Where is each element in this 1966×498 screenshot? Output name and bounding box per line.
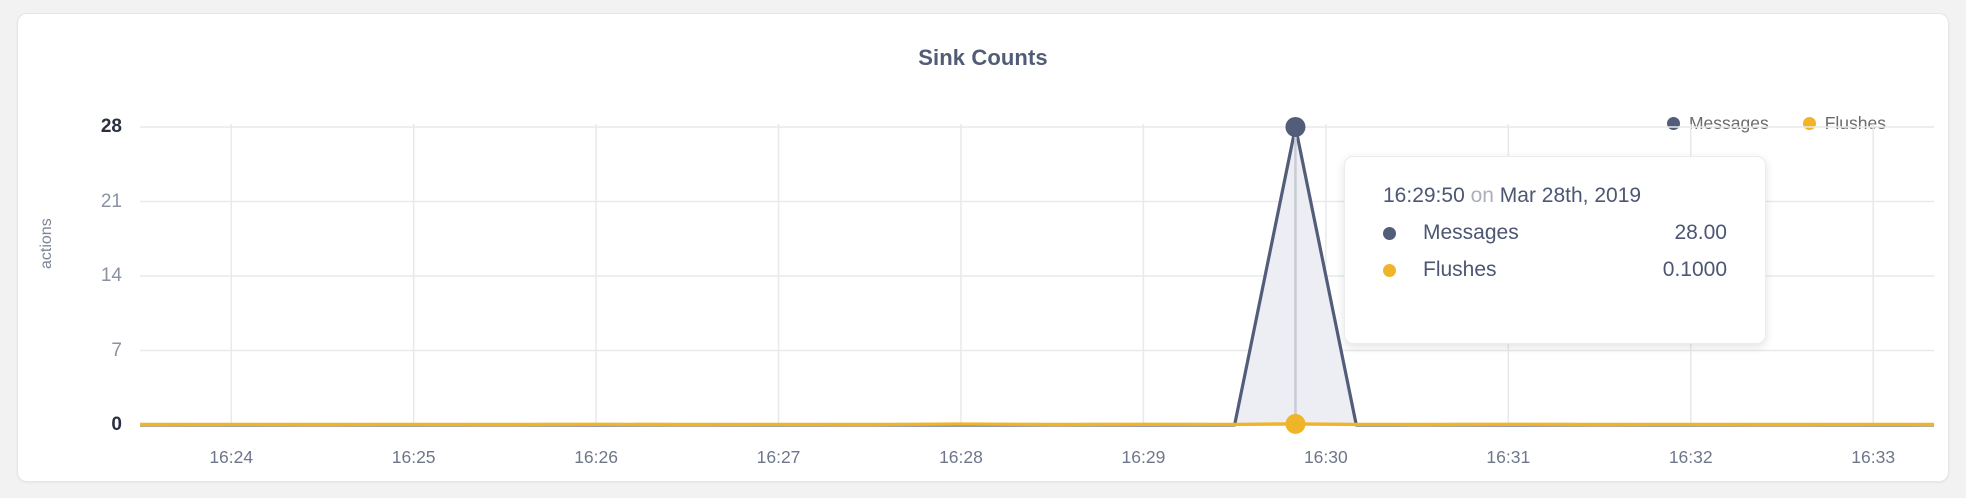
tooltip-row-messages: Messages 28.00 [1383, 221, 1727, 245]
y-axis-tick: 28 [100, 116, 122, 137]
x-axis-tick: 16:25 [391, 447, 436, 467]
x-axis-tick: 16:28 [939, 447, 983, 467]
tooltip-value-messages: 28.00 [1674, 221, 1727, 244]
series-line-flushes [139, 422, 1935, 427]
y-axis-tick: 0 [111, 414, 122, 435]
tooltip-dot-flushes-icon [1383, 263, 1396, 277]
tooltip-row-flushes: Flushes 0.1000 [1383, 258, 1727, 282]
x-axis-tick: 16:27 [756, 447, 801, 467]
tooltip-label-flushes: Flushes [1423, 258, 1497, 281]
legend-label-messages: Messages [1688, 113, 1769, 133]
tooltip-on-word: on [1470, 184, 1494, 207]
tooltip-date: Mar 28th, 2019 [1499, 184, 1642, 207]
highlight-marker-flushes [1285, 413, 1306, 434]
x-axis-tick: 16:29 [1121, 447, 1166, 467]
y-axis-tick: 7 [111, 339, 122, 361]
y-axis-label: actions [38, 218, 55, 269]
tooltip-value-flushes: 0.1000 [1662, 258, 1727, 281]
x-axis-tick: 16:30 [1303, 447, 1348, 467]
y-axis-tick: 21 [100, 190, 122, 212]
tooltip-dot-messages-icon [1383, 226, 1396, 240]
page-title: Sink Counts [918, 45, 1048, 70]
legend-label-flushes: Flushes [1824, 113, 1886, 133]
x-axis-tick: 16:33 [1851, 447, 1896, 467]
tooltip-time: 16:29:50 [1383, 184, 1465, 207]
chart-tooltip: 16:29:50 on Mar 28th, 2019 Messages 28.0… [1344, 156, 1766, 344]
chart-card: Sink Counts Messages Flushes actions 0 7 1… [17, 13, 1949, 482]
tooltip-label-messages: Messages [1423, 221, 1519, 244]
x-axis-tick: 16:26 [574, 447, 618, 467]
x-axis-tick: 16:31 [1486, 447, 1531, 467]
x-axis-tick: 16:32 [1668, 447, 1713, 467]
highlight-marker-messages [1285, 117, 1306, 137]
y-axis-tick: 14 [100, 265, 122, 286]
tooltip-timestamp: 16:29:50 on Mar 28th, 2019 [1383, 184, 1727, 208]
x-axis-tick: 16:24 [209, 447, 254, 467]
